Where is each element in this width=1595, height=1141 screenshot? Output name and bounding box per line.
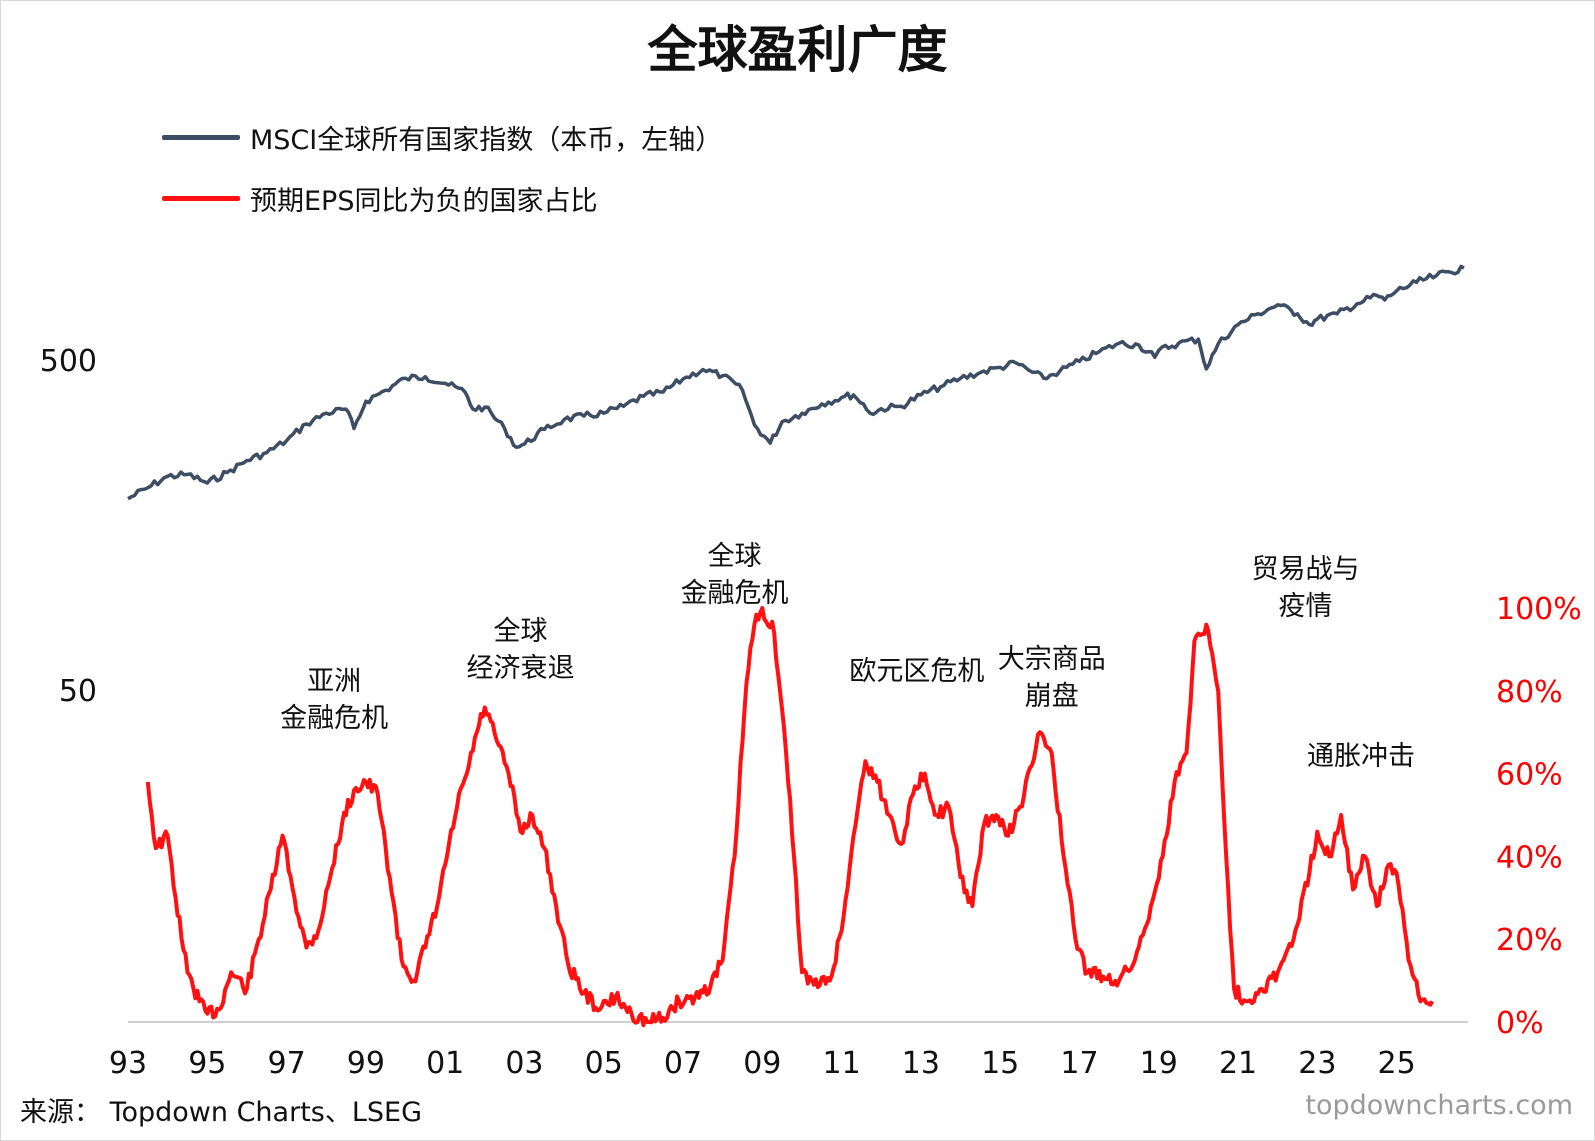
event-annotation: 亚洲 [307, 666, 361, 697]
x-tick-label: 03 [505, 1046, 543, 1081]
x-tick-label: 09 [743, 1046, 781, 1081]
watermark: topdowncharts.com [1305, 1090, 1573, 1121]
x-tick-label: 15 [981, 1046, 1019, 1081]
x-tick-label: 07 [664, 1046, 702, 1081]
legend-item-index: MSCI全球所有国家指数（本币，左轴） [162, 117, 722, 157]
eps-series-line [145, 606, 1435, 1028]
x-tick-label: 99 [347, 1046, 385, 1081]
x-tick-label: 23 [1298, 1046, 1336, 1081]
x-tick-label: 25 [1378, 1046, 1416, 1081]
legend-label-eps: 预期EPS同比为负的国家占比 [250, 185, 598, 217]
x-tick-label: 01 [426, 1046, 464, 1081]
event-annotation: 贸易战与 [1251, 554, 1359, 585]
x-tick-label: 97 [267, 1046, 305, 1081]
event-annotation: 金融危机 [681, 578, 789, 609]
event-annotation: 经济衰退 [466, 653, 574, 684]
left-tick-label: 50 [59, 674, 97, 709]
x-tick-label: 19 [1140, 1046, 1178, 1081]
x-tick-label: 17 [1060, 1046, 1098, 1081]
x-tick-label: 95 [188, 1046, 226, 1081]
right-tick-label: 20% [1496, 923, 1563, 958]
x-tick-label: 11 [823, 1046, 861, 1081]
chart-title: 全球盈利广度 [647, 21, 948, 79]
event-annotation: 金融危机 [280, 703, 388, 734]
index-series-line [127, 264, 1465, 501]
right-tick-label: 0% [1496, 1006, 1544, 1041]
legend-swatch-index [162, 134, 240, 140]
x-tick-label: 13 [902, 1046, 940, 1081]
legend-label-index: MSCI全球所有国家指数（本币，左轴） [250, 124, 723, 156]
x-tick-label: 93 [109, 1046, 147, 1081]
event-annotation: 全球 [708, 541, 762, 572]
legend-swatch-eps [162, 195, 240, 201]
event-annotation: 欧元区危机 [849, 656, 984, 687]
event-annotation: 疫情 [1278, 591, 1332, 622]
source-note: 来源： Topdown Charts、LSEG [20, 1097, 423, 1128]
left-tick-label: 500 [40, 344, 97, 379]
event-annotation: 大宗商品 [998, 644, 1106, 675]
event-annotation: 全球 [493, 616, 547, 647]
right-tick-label: 40% [1496, 840, 1563, 875]
event-annotation: 通胀冲击 [1307, 741, 1415, 772]
right-tick-label: 60% [1496, 758, 1563, 793]
right-tick-label: 100% [1496, 592, 1582, 627]
legend-item-eps: 预期EPS同比为负的国家占比 [162, 178, 597, 218]
x-tick-label: 05 [585, 1046, 623, 1081]
right-tick-label: 80% [1496, 675, 1563, 710]
x-tick-label: 21 [1219, 1046, 1257, 1081]
event-annotation: 崩盘 [1025, 681, 1079, 712]
